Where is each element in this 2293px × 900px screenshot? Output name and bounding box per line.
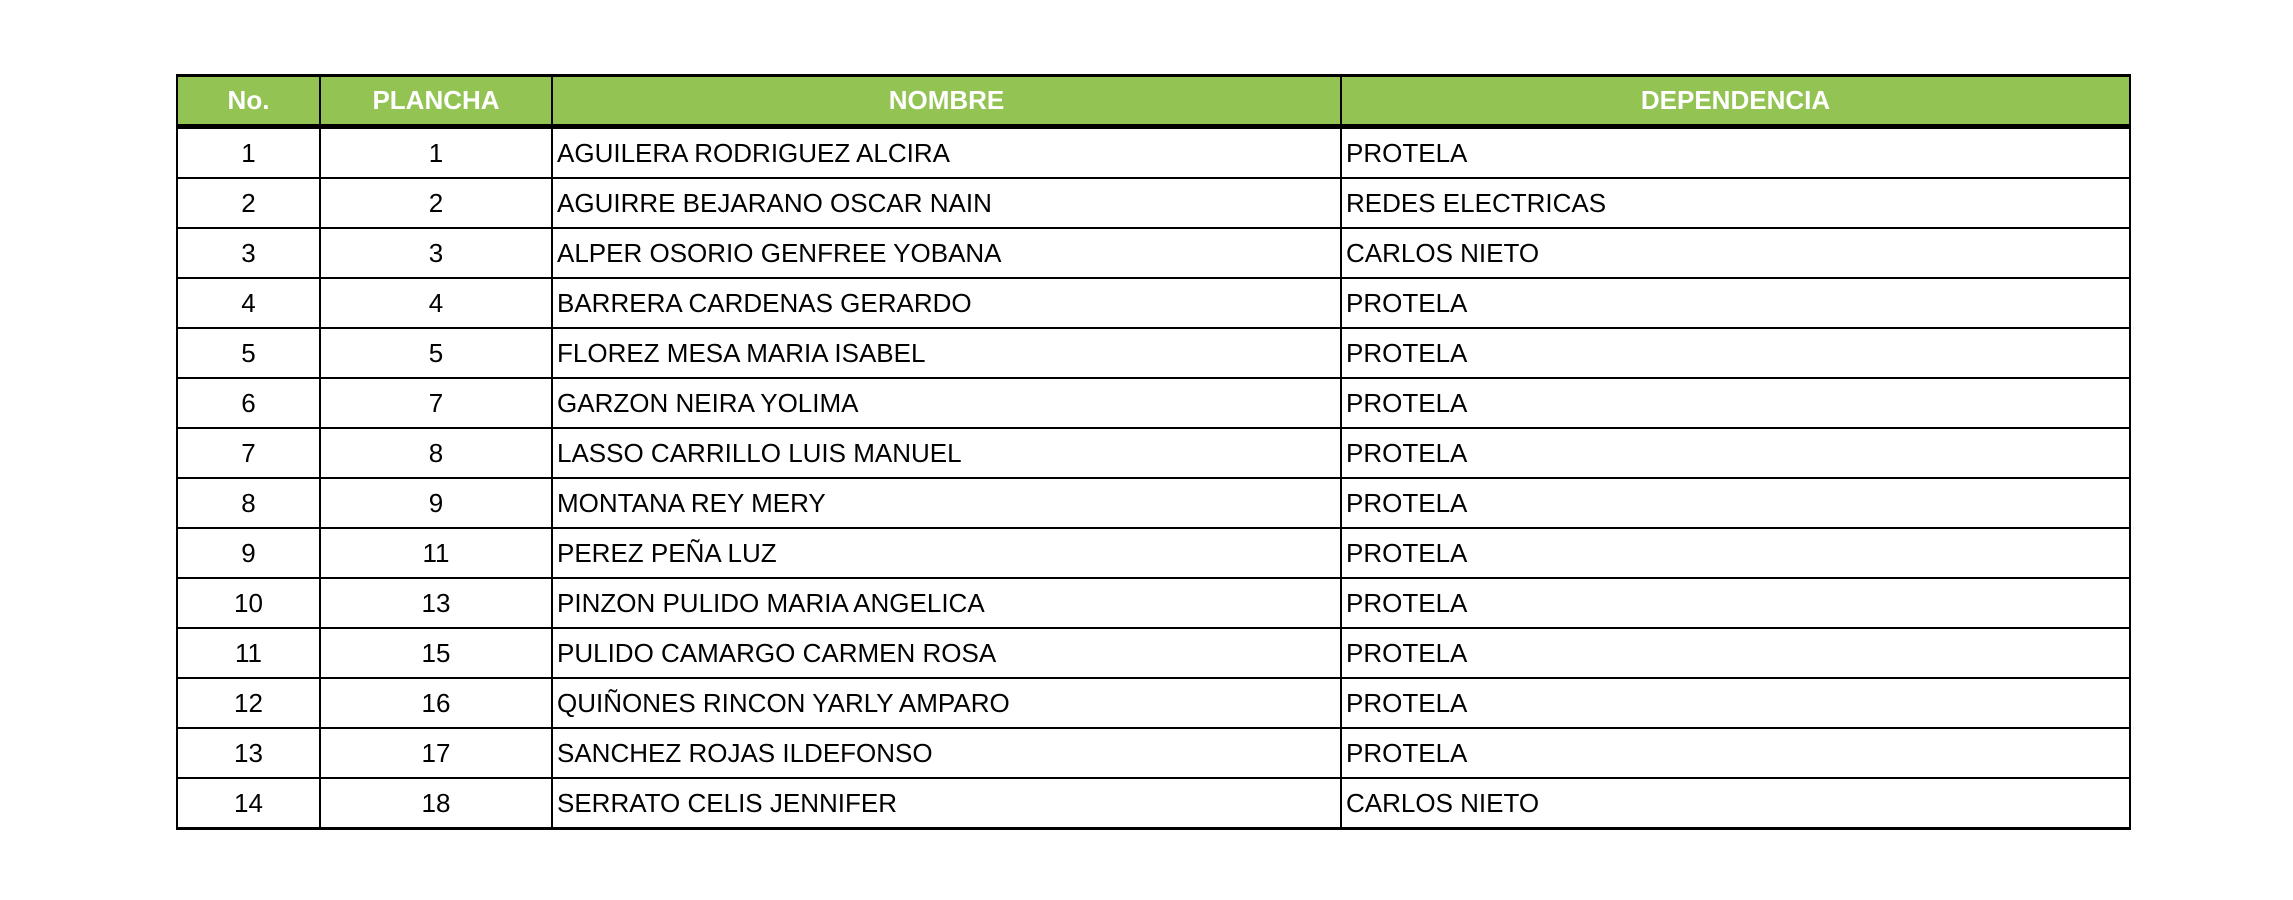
cell-dependencia: CARLOS NIETO bbox=[1340, 227, 2131, 279]
table-row: 3 3 ALPER OSORIO GENFREE YOBANA CARLOS NIET… bbox=[176, 227, 2131, 279]
cell-nombre: LASSO CARRILLO LUIS MANUEL bbox=[551, 427, 1342, 479]
cell-no: 1 bbox=[176, 125, 321, 179]
cell-no: 6 bbox=[176, 377, 321, 429]
cell-no: 14 bbox=[176, 777, 321, 830]
cell-nombre: BARRERA CARDENAS GERARDO bbox=[551, 277, 1342, 329]
table-row: 4 4 BARRERA CARDENAS GERARDO PROTELA bbox=[176, 277, 2131, 329]
cell-nombre: MONTANA REY MERY bbox=[551, 477, 1342, 529]
cell-dependencia: PROTELA bbox=[1340, 125, 2131, 179]
cell-nombre: QUIÑONES RINCON YARLY AMPARO bbox=[551, 677, 1342, 729]
table-row: 2 2 AGUIRRE BEJARANO OSCAR NAIN REDES ELECT… bbox=[176, 177, 2131, 229]
cell-nombre: FLOREZ MESA MARIA ISABEL bbox=[551, 327, 1342, 379]
cell-no: 9 bbox=[176, 527, 321, 579]
cell-no: 8 bbox=[176, 477, 321, 529]
table-row: 8 9 MONTANA REY MERY PROTELA bbox=[176, 477, 2131, 529]
table-row: 1 1 AGUILERA RODRIGUEZ ALCIRA PROTELA bbox=[176, 125, 2131, 179]
cell-dependencia: PROTELA bbox=[1340, 377, 2131, 429]
cell-dependencia: PROTELA bbox=[1340, 577, 2131, 629]
table-row: 10 13 PINZON PULIDO MARIA ANGELICA PROTELA bbox=[176, 577, 2131, 629]
cell-no: 3 bbox=[176, 227, 321, 279]
cell-no: 12 bbox=[176, 677, 321, 729]
cell-dependencia: REDES ELECTRICAS bbox=[1340, 177, 2131, 229]
cell-dependencia: PROTELA bbox=[1340, 727, 2131, 779]
cell-plancha: 9 bbox=[319, 477, 553, 529]
table-row: 14 18 SERRATO CELIS JENNIFER CARLOS NIETO bbox=[176, 777, 2131, 830]
header-dependencia: DEPENDENCIA bbox=[1340, 74, 2131, 129]
cell-no: 13 bbox=[176, 727, 321, 779]
cell-nombre: SANCHEZ ROJAS ILDEFONSO bbox=[551, 727, 1342, 779]
cell-dependencia: PROTELA bbox=[1340, 477, 2131, 529]
cell-plancha: 15 bbox=[319, 627, 553, 679]
table-row: 12 16 QUIÑONES RINCON YARLY AMPARO PROTELA bbox=[176, 677, 2131, 729]
header-row: No. PLANCHA NOMBRE DEPENDENCIA bbox=[176, 74, 2131, 129]
header-no: No. bbox=[176, 74, 321, 129]
cell-nombre: ALPER OSORIO GENFREE YOBANA bbox=[551, 227, 1342, 279]
cell-nombre: PULIDO CAMARGO CARMEN ROSA bbox=[551, 627, 1342, 679]
cell-nombre: SERRATO CELIS JENNIFER bbox=[551, 777, 1342, 830]
cell-plancha: 2 bbox=[319, 177, 553, 229]
cell-no: 7 bbox=[176, 427, 321, 479]
cell-dependencia: PROTELA bbox=[1340, 527, 2131, 579]
cell-no: 10 bbox=[176, 577, 321, 629]
table-row: 9 11 PEREZ PEÑA LUZ PROTELA bbox=[176, 527, 2131, 579]
cell-plancha: 4 bbox=[319, 277, 553, 329]
cell-no: 11 bbox=[176, 627, 321, 679]
cell-dependencia: PROTELA bbox=[1340, 627, 2131, 679]
cell-nombre: GARZON NEIRA YOLIMA bbox=[551, 377, 1342, 429]
cell-nombre: AGUILERA RODRIGUEZ ALCIRA bbox=[551, 125, 1342, 179]
plancha-table: No. PLANCHA NOMBRE DEPENDENCIA 1 1 AGUILER… bbox=[176, 74, 2131, 830]
cell-plancha: 1 bbox=[319, 125, 553, 179]
cell-plancha: 3 bbox=[319, 227, 553, 279]
header-nombre: NOMBRE bbox=[551, 74, 1342, 129]
cell-nombre: AGUIRRE BEJARANO OSCAR NAIN bbox=[551, 177, 1342, 229]
table-row: 7 8 LASSO CARRILLO LUIS MANUEL PROTELA bbox=[176, 427, 2131, 479]
cell-dependencia: PROTELA bbox=[1340, 277, 2131, 329]
table-row: 5 5 FLOREZ MESA MARIA ISABEL PROTELA bbox=[176, 327, 2131, 379]
cell-plancha: 11 bbox=[319, 527, 553, 579]
table-row: 6 7 GARZON NEIRA YOLIMA PROTELA bbox=[176, 377, 2131, 429]
cell-plancha: 17 bbox=[319, 727, 553, 779]
table-row: 13 17 SANCHEZ ROJAS ILDEFONSO PROTELA bbox=[176, 727, 2131, 779]
cell-dependencia: PROTELA bbox=[1340, 327, 2131, 379]
cell-nombre: PINZON PULIDO MARIA ANGELICA bbox=[551, 577, 1342, 629]
cell-plancha: 18 bbox=[319, 777, 553, 830]
cell-dependencia: PROTELA bbox=[1340, 427, 2131, 479]
cell-plancha: 8 bbox=[319, 427, 553, 479]
cell-nombre: PEREZ PEÑA LUZ bbox=[551, 527, 1342, 579]
table-row: 11 15 PULIDO CAMARGO CARMEN ROSA PROTELA bbox=[176, 627, 2131, 679]
cell-no: 5 bbox=[176, 327, 321, 379]
cell-plancha: 13 bbox=[319, 577, 553, 629]
cell-plancha: 16 bbox=[319, 677, 553, 729]
cell-no: 4 bbox=[176, 277, 321, 329]
header-plancha: PLANCHA bbox=[319, 74, 553, 129]
cell-plancha: 7 bbox=[319, 377, 553, 429]
cell-plancha: 5 bbox=[319, 327, 553, 379]
cell-dependencia: CARLOS NIETO bbox=[1340, 777, 2131, 830]
cell-dependencia: PROTELA bbox=[1340, 677, 2131, 729]
cell-no: 2 bbox=[176, 177, 321, 229]
